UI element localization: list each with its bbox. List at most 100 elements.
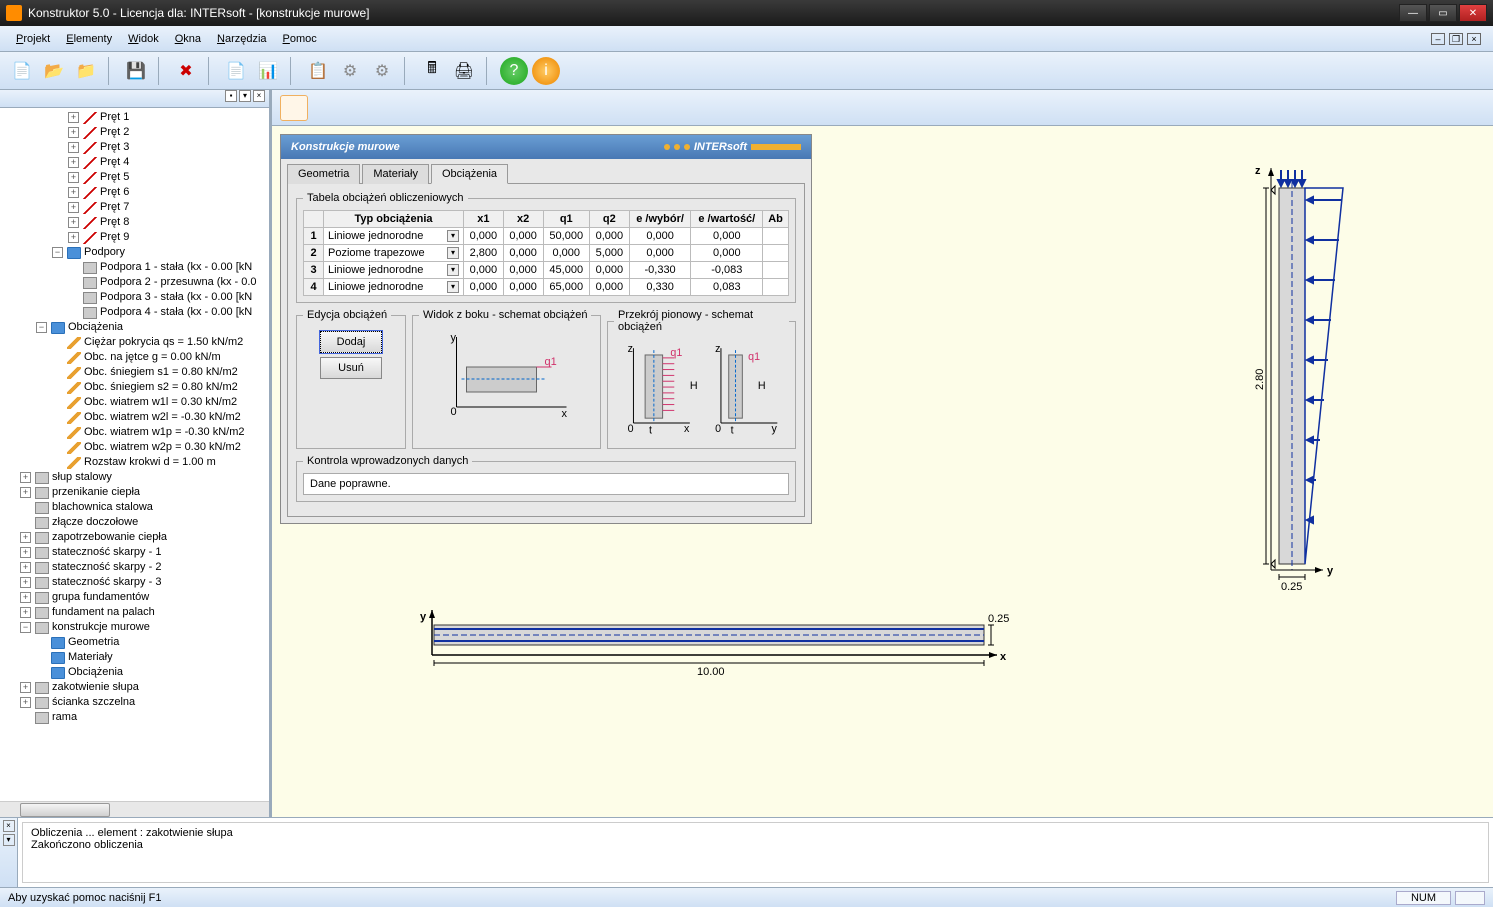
tree-node[interactable]: Podpora 1 - stała (kx - 0.00 [kN [0,260,269,275]
tree-node[interactable]: +stateczność skarpy - 2 [0,560,269,575]
output-close-icon[interactable]: × [3,820,15,832]
menubar: Projekt Elementy Widok Okna Narzędzia Po… [0,26,1493,52]
tree-pin-icon[interactable]: ▪ [225,90,237,102]
tree-node[interactable]: Obc. na jętce g = 0.00 kN/m [0,350,269,365]
doc-tab[interactable] [280,95,308,121]
tree-node[interactable]: Podpora 2 - przesuwna (kx - 0.0 [0,275,269,290]
tree-node[interactable]: +grupa fundamentów [0,590,269,605]
tb-print-icon[interactable]: 🖨 [450,57,478,85]
tb-gear2-icon[interactable]: ⚙ [368,57,396,85]
tb-new-icon[interactable]: 📄 [8,57,36,85]
tree-node[interactable]: +ścianka szczelna [0,695,269,710]
tree-node[interactable]: +zapotrzebowanie ciepła [0,530,269,545]
menu-okna[interactable]: Okna [167,31,209,47]
tb-clip-icon[interactable]: 📋 [304,57,332,85]
tab-geometria[interactable]: Geometria [287,164,360,184]
tb-doc1-icon[interactable]: 📄 [222,57,250,85]
svg-text:0.25: 0.25 [988,613,1009,625]
tree-node[interactable]: Obc. wiatrem w1p = -0.30 kN/m2 [0,425,269,440]
tree-node[interactable]: blachownica stalowa [0,500,269,515]
tree-close-icon[interactable]: × [253,90,265,102]
control-text: Dane poprawne. [303,473,789,495]
tree-node[interactable]: +Pręt 7 [0,200,269,215]
tb-help-icon[interactable]: ? [500,57,528,85]
tree-node[interactable]: −Podpory [0,245,269,260]
tree-node[interactable]: +Pręt 1 [0,110,269,125]
side-view-legend: Widok z boku - schemat obciążeń [419,309,591,321]
tree-node[interactable]: Obc. wiatrem w1l = 0.30 kN/m2 [0,395,269,410]
tree-node[interactable]: Obc. śniegiem s2 = 0.80 kN/m2 [0,380,269,395]
svg-text:H: H [690,380,698,392]
tree-node[interactable]: Obc. wiatrem w2p = 0.30 kN/m2 [0,440,269,455]
tree-node[interactable]: Obciążenia [0,665,269,680]
tree-node[interactable]: +stateczność skarpy - 1 [0,545,269,560]
tree-node[interactable]: Rozstaw krokwi d = 1.00 m [0,455,269,470]
tree-opts-icon[interactable]: ▾ [239,90,251,102]
project-tree[interactable]: +Pręt 1+Pręt 2+Pręt 3+Pręt 4+Pręt 5+Pręt… [0,108,269,801]
table-row[interactable]: 3Liniowe jednorodne▾ 0,0000,00045,0000,0… [304,262,789,279]
tree-node[interactable]: złącze doczołowe [0,515,269,530]
svg-text:0.25: 0.25 [1281,581,1302,593]
close-button[interactable]: ✕ [1459,4,1487,22]
tb-gear1-icon[interactable]: ⚙ [336,57,364,85]
mdi-minimize[interactable]: – [1431,33,1445,45]
tree-hscroll[interactable] [0,801,269,817]
tree-node[interactable]: +Pręt 2 [0,125,269,140]
menu-widok[interactable]: Widok [120,31,167,47]
tree-node[interactable]: Obc. śniegiem s1 = 0.80 kN/m2 [0,365,269,380]
table-row[interactable]: 4Liniowe jednorodne▾ 0,0000,00065,0000,0… [304,279,789,296]
tb-doc2-icon[interactable]: 📊 [254,57,282,85]
menu-elementy[interactable]: Elementy [58,31,120,47]
document-area: Konstrukcje murowe INTERsoft Geometria M… [270,90,1493,817]
menu-pomoc[interactable]: Pomoc [275,31,325,47]
elevation-view-diagram: z [1253,160,1373,600]
tree-node[interactable]: Podpora 3 - stała (kx - 0.00 [kN [0,290,269,305]
tb-save-icon[interactable]: 💾 [122,57,150,85]
tree-node[interactable]: −konstrukcje murowe [0,620,269,635]
tree-node[interactable]: Geometria [0,635,269,650]
svg-text:y: y [772,423,778,435]
tab-obciazenia[interactable]: Obciążenia [431,164,508,184]
tree-node[interactable]: +Pręt 3 [0,140,269,155]
tb-info-icon[interactable]: i [532,57,560,85]
tree-node[interactable]: +stateczność skarpy - 3 [0,575,269,590]
menu-narzedzia[interactable]: Narzędzia [209,31,275,47]
status-cell [1455,891,1485,905]
tb-folder-icon[interactable]: 📁 [72,57,100,85]
delete-button[interactable]: Usuń [320,357,382,379]
mdi-restore[interactable]: ❐ [1449,33,1463,45]
output-pin-icon[interactable]: ▾ [3,834,15,846]
tree-node[interactable]: +Pręt 9 [0,230,269,245]
tb-open-icon[interactable]: 📂 [40,57,68,85]
tree-node[interactable]: +przenikanie ciepła [0,485,269,500]
app-logo-icon [6,5,22,21]
tree-node[interactable]: Ciężar pokrycia qs = 1.50 kN/m2 [0,335,269,350]
tree-node[interactable]: +Pręt 6 [0,185,269,200]
tree-node[interactable]: Obc. wiatrem w2l = -0.30 kN/m2 [0,410,269,425]
maximize-button[interactable]: ▭ [1429,4,1457,22]
svg-text:q1: q1 [545,356,557,368]
tab-materialy[interactable]: Materiały [362,164,429,184]
tb-calc-icon[interactable]: 🖩 [418,57,446,85]
table-row[interactable]: 1Liniowe jednorodne▾ 0,0000,00050,0000,0… [304,228,789,245]
tree-node[interactable]: +fundament na palach [0,605,269,620]
section-view-legend: Przekrój pionowy - schemat obciążeń [614,309,789,333]
output-line-1: Obliczenia ... element : zakotwienie słu… [31,827,1480,839]
tree-node[interactable]: Materiały [0,650,269,665]
tree-node[interactable]: +słup stalowy [0,470,269,485]
tree-node[interactable]: +Pręt 4 [0,155,269,170]
svg-text:y: y [1327,565,1334,577]
mdi-close[interactable]: × [1467,33,1481,45]
tree-node[interactable]: +Pręt 8 [0,215,269,230]
tree-node[interactable]: −Obciążenia [0,320,269,335]
table-row[interactable]: 2Poziome trapezowe▾ 2,8000,0000,0005,000… [304,245,789,262]
tb-delete-icon[interactable]: ✖ [172,57,200,85]
tree-node[interactable]: +zakotwienie słupa [0,680,269,695]
add-button[interactable]: Dodaj [320,331,382,353]
tree-node[interactable]: Podpora 4 - stała (kx - 0.00 [kN [0,305,269,320]
loads-table[interactable]: Typ obciążeniax1x2q1q2e /wybór/e /wartoś… [303,210,789,296]
minimize-button[interactable]: — [1399,4,1427,22]
tree-node[interactable]: +Pręt 5 [0,170,269,185]
menu-projekt[interactable]: Projekt [8,31,58,47]
tree-node[interactable]: rama [0,710,269,725]
